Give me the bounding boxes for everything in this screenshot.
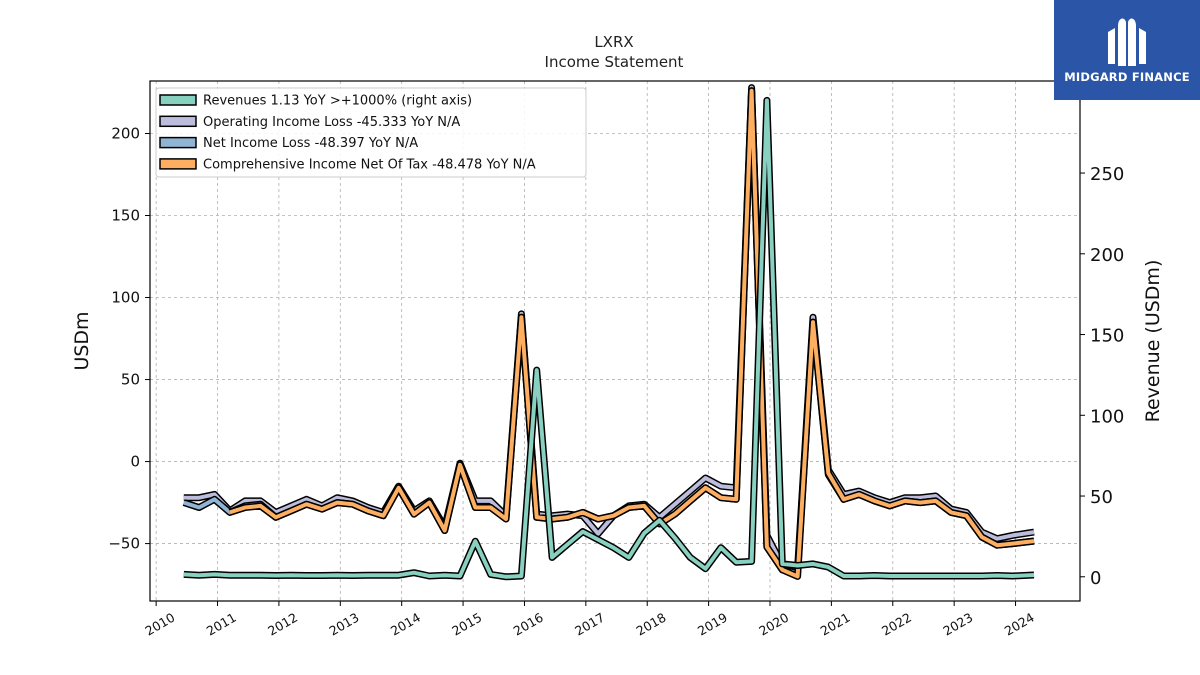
y-tick-label: 0 <box>130 453 140 471</box>
y2-tick-label: 100 <box>1090 406 1124 427</box>
legend-label: Net Income Loss -48.397 YoY N/A <box>203 136 418 151</box>
x-tick-label: 2014 <box>388 610 423 639</box>
x-tick-label: 2018 <box>633 610 668 639</box>
legend-box <box>155 87 587 178</box>
y2-tick-label: 200 <box>1090 245 1124 266</box>
y2-axis-label: Revenue (USDm) <box>1142 260 1164 423</box>
x-tick-label: 2019 <box>695 610 730 639</box>
x-tick-label: 2010 <box>142 610 177 639</box>
y-tick-label: 150 <box>111 207 140 225</box>
y-tick-label: −50 <box>108 535 140 553</box>
legend-swatch <box>159 136 197 149</box>
x-tick-label: 2015 <box>449 610 484 639</box>
y-tick-label: 200 <box>111 124 140 142</box>
logo-text: MIDGARD FINANCE <box>1064 70 1190 84</box>
y-tick-label: 100 <box>111 289 140 307</box>
x-tick-label: 2011 <box>204 610 239 639</box>
midgard-finance-logo: MIDGARD FINANCE <box>1054 0 1200 100</box>
x-tick-label: 2022 <box>879 610 914 639</box>
revenues-line <box>183 98 1035 579</box>
legend-swatch <box>159 115 197 128</box>
y-axis-label: USDm <box>71 311 93 370</box>
y2-tick-label: 250 <box>1090 164 1124 185</box>
x-tick-label: 2021 <box>818 610 853 639</box>
legend-swatch <box>159 94 197 106</box>
legend-swatch <box>159 158 197 170</box>
x-tick-label: 2012 <box>265 610 300 639</box>
logo-mark-icon <box>1108 18 1146 66</box>
y2-tick-label: 150 <box>1090 326 1124 347</box>
x-tick-label: 2023 <box>940 610 975 639</box>
legend-label: Revenues 1.13 YoY >+1000% (right axis) <box>203 94 472 109</box>
legend-label: Operating Income Loss -45.333 YoY N/A <box>203 115 460 130</box>
x-tick-label: 2020 <box>756 610 791 639</box>
x-tick-label: 2017 <box>572 610 607 639</box>
x-tick-label: 2016 <box>511 610 546 639</box>
chart-title: LXRX <box>594 33 633 51</box>
y-tick-label: 50 <box>121 371 140 389</box>
y2-tick-label: 0 <box>1090 568 1101 589</box>
series-layer <box>182 84 1035 581</box>
chart-subtitle: Income Statement <box>545 53 684 71</box>
series-group <box>182 84 1035 581</box>
x-tick-label: 2013 <box>327 610 362 639</box>
comprehensive-income-net-of-tax-line <box>229 88 1035 579</box>
plot-frame <box>149 80 1081 602</box>
legend-label: Comprehensive Income Net Of Tax -48.478 … <box>203 157 536 172</box>
legend: Revenues 1.13 YoY >+1000% (right axis) Op… <box>155 87 587 178</box>
y2-tick-label: 50 <box>1090 487 1113 508</box>
x-tick-label: 2024 <box>1002 610 1037 639</box>
